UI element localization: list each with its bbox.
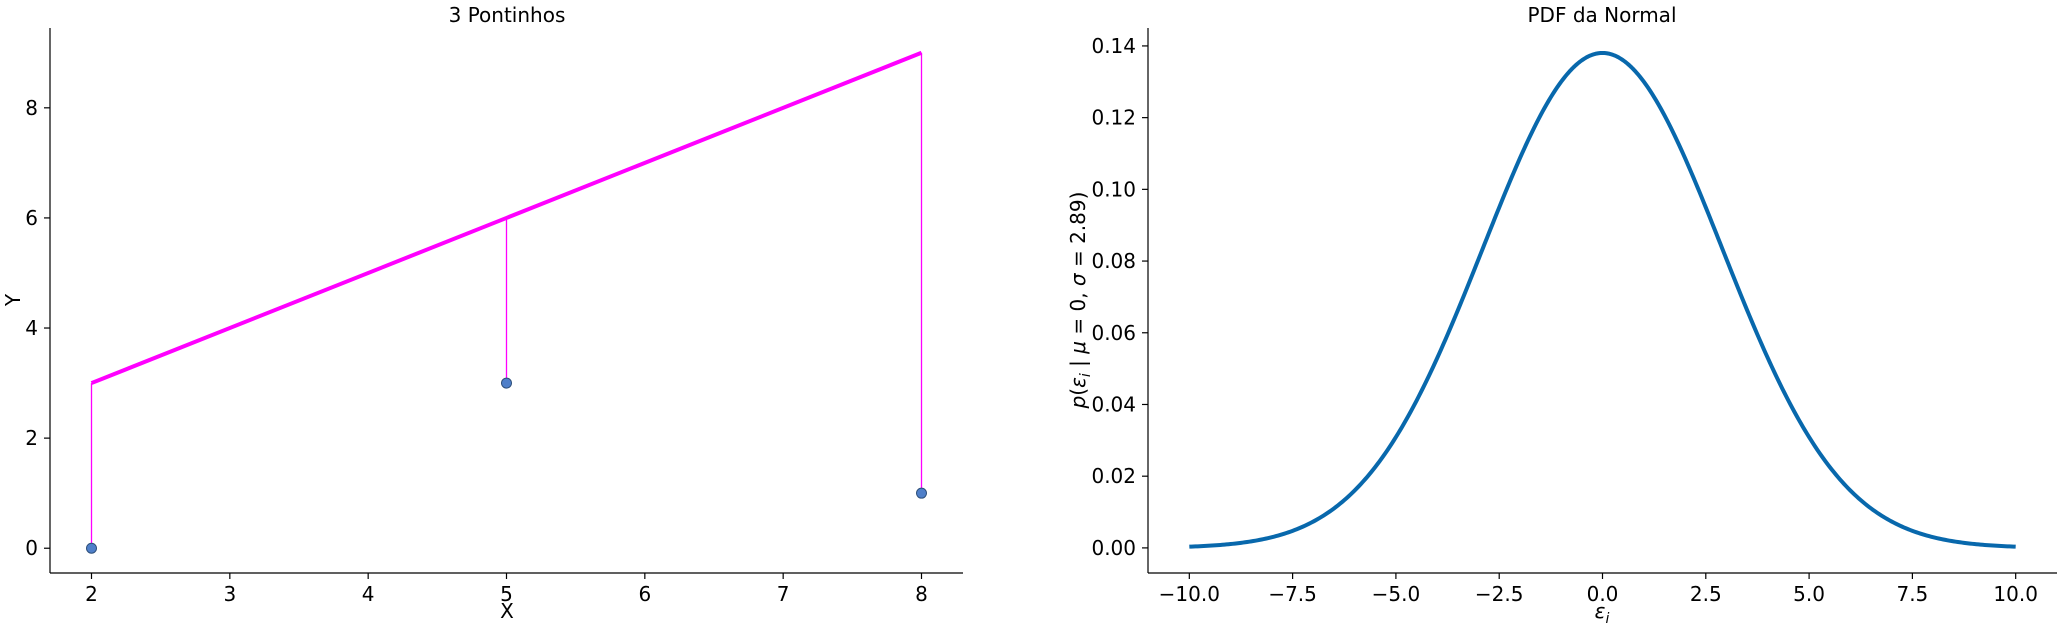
- chart-left: 3 Pontinhos 2 3 4 5 6 7 8 0 2 4 6 8 X Y: [1, 3, 963, 623]
- right-x-tick-label: 0.0: [1587, 582, 1619, 606]
- left-y-tick-label: 2: [25, 426, 38, 450]
- right-chart-title: PDF da Normal: [1528, 3, 1677, 27]
- right-y-tick-label: 0.14: [1091, 34, 1136, 58]
- left-y-axis-label: Y: [1, 293, 25, 307]
- right-y-tick-label: 0.10: [1091, 177, 1136, 201]
- left-x-axis-label: X: [500, 599, 514, 623]
- right-y-tick-label: 0.12: [1091, 106, 1136, 130]
- right-x-tick-label: −10.0: [1159, 582, 1220, 606]
- right-y-ticks: 0.00 0.02 0.04 0.06 0.08 0.10 0.12 0.14: [1091, 34, 1148, 560]
- left-x-ticks: 2 3 4 5 6 7 8: [85, 573, 928, 606]
- right-x-tick-label: −7.5: [1268, 582, 1317, 606]
- right-x-tick-label: −2.5: [1475, 582, 1524, 606]
- right-x-tick-label: 7.5: [1896, 582, 1928, 606]
- left-x-tick-label: 4: [362, 582, 375, 606]
- left-plot-area: [86, 50, 927, 554]
- right-plot-area: [1189, 50, 2016, 549]
- left-chart-title: 3 Pontinhos: [449, 3, 566, 27]
- left-x-tick-label: 3: [223, 582, 236, 606]
- right-y-axis-label: p(εi | μ = 0, σ = 2.89): [1066, 192, 1094, 410]
- svg-text:εi: εi: [1595, 599, 1610, 627]
- svg-text:p(εi | μ = 0, σ = 2.89): p(εi | μ = 0, σ = 2.89): [1066, 192, 1094, 410]
- chart-right: PDF da Normal −10.0 −7.5 −5.0 −2.5 0.0 2.5 5.0…: [1066, 3, 2057, 627]
- fit-line: [90, 50, 923, 385]
- data-point-2: [916, 487, 927, 499]
- right-x-ticks: −10.0 −7.5 −5.0 −2.5 0.0 2.5 5.0 7.5 10.0: [1159, 573, 2038, 606]
- left-x-tick-label: 5: [500, 582, 513, 606]
- left-y-ticks: 0 2 4 6 8: [25, 96, 50, 560]
- left-x-tick-label: 7: [777, 582, 790, 606]
- left-y-tick-label: 6: [25, 206, 38, 230]
- right-x-axis-label: εi: [1595, 599, 1610, 627]
- right-x-tick-label: 10.0: [1993, 582, 2038, 606]
- data-point-1: [501, 377, 512, 389]
- left-x-tick-label: 6: [638, 582, 651, 606]
- right-y-tick-label: 0.06: [1091, 321, 1136, 345]
- right-x-tick-label: 5.0: [1793, 582, 1825, 606]
- right-y-tick-label: 0.00: [1091, 536, 1136, 560]
- right-y-tick-label: 0.02: [1091, 464, 1136, 488]
- left-x-tick-label: 2: [85, 582, 98, 606]
- pdf-curve: [1189, 50, 2016, 549]
- right-x-tick-label: 2.5: [1690, 582, 1722, 606]
- left-y-tick-label: 8: [25, 96, 38, 120]
- data-point-0: [86, 542, 97, 554]
- left-x-tick-label: 8: [915, 582, 928, 606]
- right-y-tick-label: 0.04: [1091, 392, 1136, 416]
- right-x-tick-label: −5.0: [1372, 582, 1421, 606]
- right-y-tick-label: 0.08: [1091, 249, 1136, 273]
- left-y-tick-label: 0: [25, 536, 38, 560]
- left-y-tick-label: 4: [25, 316, 38, 340]
